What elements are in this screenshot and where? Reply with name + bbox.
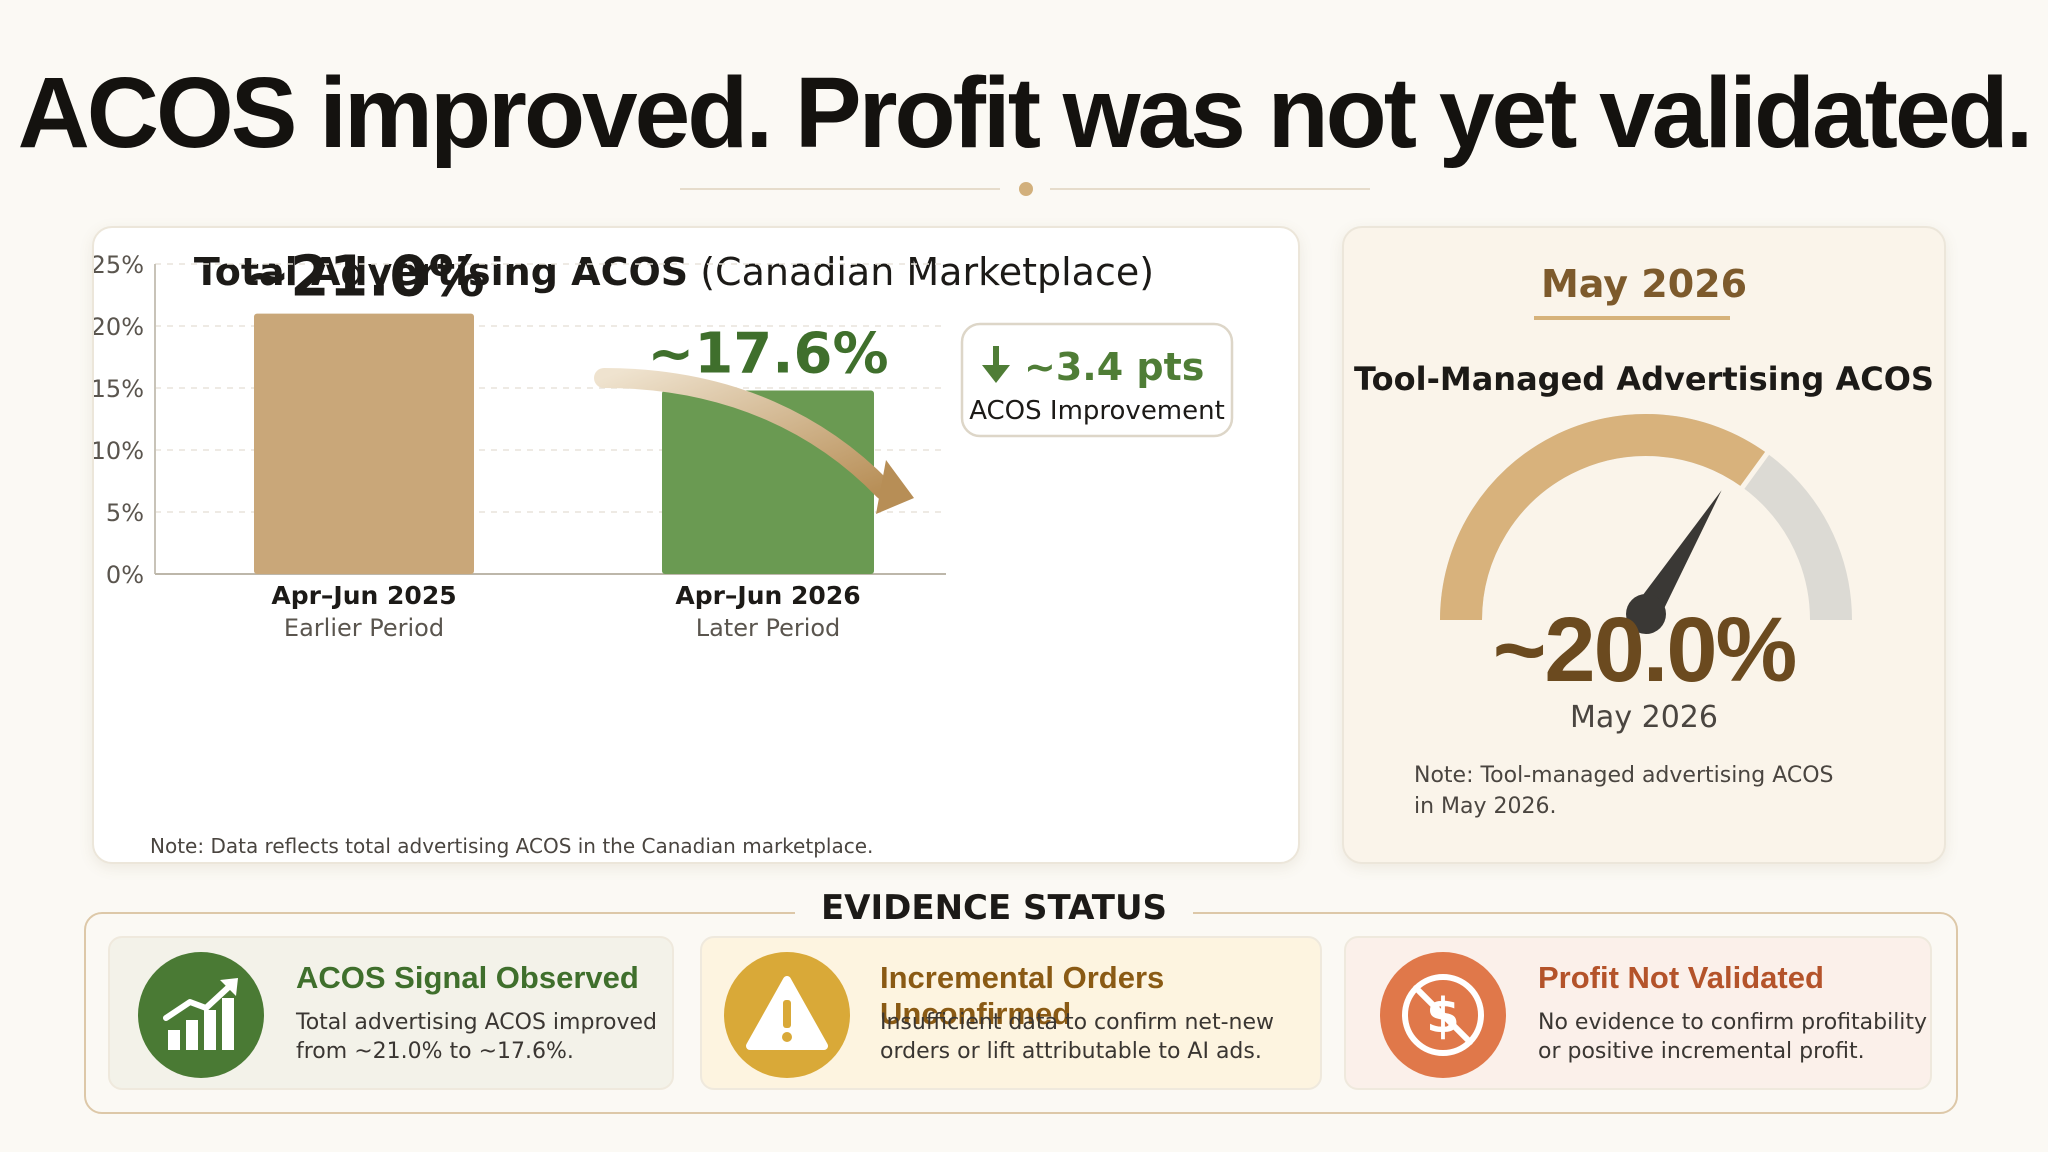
gauge-note: Note: Tool-managed advertising ACOS in M… — [1414, 760, 1854, 822]
down-arrow-icon — [982, 346, 1010, 383]
y-tick-label: 0% — [106, 561, 144, 589]
y-tick-label: 15% — [94, 375, 144, 403]
gauge-sub: May 2026 — [1570, 700, 1718, 735]
gauge-fill — [1440, 414, 1768, 621]
bar-data-label: ~21.0% — [243, 245, 484, 310]
trend-arrow — [594, 368, 894, 500]
gauge-hub — [1626, 594, 1666, 634]
no-dollar-icon: $ — [1380, 952, 1506, 1078]
x-tick-sublabel: Later Period — [696, 614, 841, 642]
y-tick-label: 10% — [94, 437, 144, 465]
chart-growth-icon — [138, 952, 264, 1078]
acos-gauge — [1440, 414, 1852, 634]
gauge-month-underline — [1534, 316, 1730, 320]
y-tick-label: 25% — [94, 251, 144, 279]
acos-chart-card: Total Advertising ACOS (Canadian Marketp… — [92, 226, 1300, 864]
gauge-title: Tool-Managed Advertising ACOS — [1354, 360, 1934, 398]
gauge-note-line2: in May 2026. — [1414, 794, 1557, 819]
acos-bar-chart: 0% 5% 10% 15% 20% 25% ~21.0% Apr–Jun 2025 Earli… — [94, 245, 1234, 642]
chart-title-sub: (Canadian Marketplace) — [700, 250, 1155, 294]
gauge-card: May 2026 Tool-Managed Advertising ACOS ~… — [1342, 226, 1946, 864]
headline: ACOS improved. Profit was not yet valida… — [17, 57, 2034, 169]
evidence-title-profit: Profit Not Validated — [1538, 960, 1824, 995]
evidence-title-acos-signal: ACOS Signal Observed — [296, 960, 639, 995]
evidence-body-incremental-orders: Insufficient data to confirm net-new orde… — [880, 1010, 1274, 1064]
y-tick-label: 20% — [94, 313, 144, 341]
chart-title-main: Total Advertising ACOS — [193, 250, 689, 294]
warning-icon — [724, 952, 850, 1078]
evidence-card-profit: $ Profit Not Validated No evidence to co… — [1344, 936, 1932, 1090]
bar — [254, 313, 474, 574]
evidence-card-incremental-orders: Incremental Orders Unconfirmed Insuffici… — [700, 936, 1322, 1090]
improvement-callout: ~3.4 pts ACOS Improvement — [960, 322, 1234, 438]
trend-arrow-head — [876, 460, 914, 514]
callout-value: ~3.4 pts — [1024, 345, 1204, 389]
evidence-title-incremental-orders: Incremental Orders Unconfirmed — [880, 960, 1165, 1031]
gauge-note-line1: Note: Tool-managed advertising ACOS — [1414, 763, 1834, 788]
chart-note: Note: Data reflects total advertising AC… — [150, 834, 874, 858]
evidence-body-acos-signal: Total advertising ACOS improved from ~21.… — [296, 1010, 657, 1064]
x-tick-sublabel: Earlier Period — [284, 614, 444, 642]
y-tick-label: 5% — [106, 499, 144, 527]
callout-label: ACOS Improvement — [969, 396, 1225, 426]
evidence-title: EVIDENCE STATUS — [0, 888, 1988, 928]
gauge-needle — [1634, 490, 1722, 622]
evidence-card-acos-signal: ACOS Signal Observed Total advertising A… — [108, 936, 674, 1090]
x-tick-label: Apr–Jun 2026 — [675, 581, 860, 610]
gauge-month: May 2026 — [1540, 262, 1748, 306]
evidence-body-profit: No evidence to confirm profitability or p… — [1538, 1010, 1928, 1064]
gauge-value: ~20.0% — [1492, 599, 1798, 701]
chart-title: Total Advertising ACOS (Canadian Marketp… — [94, 250, 1254, 294]
x-tick-label: Apr–Jun 2025 — [271, 581, 456, 610]
gauge-divider — [1738, 449, 1771, 492]
title-divider — [680, 182, 1370, 196]
